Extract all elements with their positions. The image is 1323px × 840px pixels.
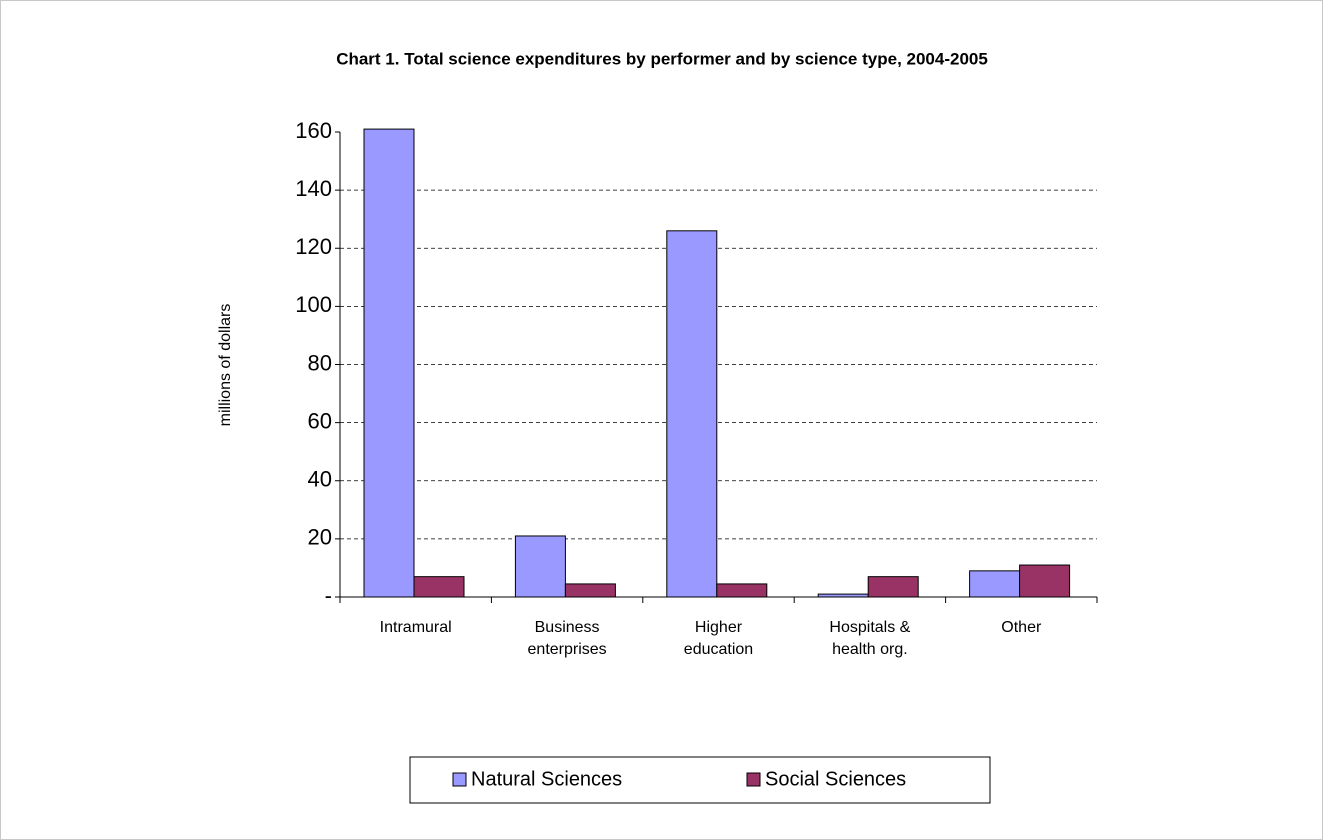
bar bbox=[666, 230, 718, 598]
x-tick-label: Hospitals & health org. bbox=[829, 619, 911, 658]
y-tick-label: 100 bbox=[295, 292, 332, 317]
bar bbox=[363, 128, 415, 598]
legend-swatch bbox=[452, 772, 467, 787]
y-tick-label: 160 bbox=[295, 118, 332, 143]
bar bbox=[514, 535, 566, 598]
y-tick-label: 20 bbox=[308, 525, 332, 550]
bar bbox=[1019, 564, 1071, 598]
bar bbox=[969, 570, 1021, 598]
y-tick-label: 140 bbox=[295, 176, 332, 201]
y-axis-label: millions of dollars bbox=[217, 304, 234, 427]
legend-box bbox=[409, 756, 991, 804]
y-tick-label: 40 bbox=[308, 467, 332, 492]
bar bbox=[564, 583, 616, 598]
legend-label: Natural Sciences bbox=[471, 768, 622, 790]
y-tick-label: 80 bbox=[308, 350, 332, 375]
y-tick-label: - bbox=[325, 583, 332, 608]
x-tick-label: Intramural bbox=[379, 619, 452, 636]
bar bbox=[867, 576, 919, 598]
x-tick-label: Higher education bbox=[683, 619, 754, 658]
bar bbox=[716, 583, 768, 598]
x-tick-label: Other bbox=[1001, 619, 1042, 636]
bar bbox=[413, 576, 465, 598]
x-tick-label: Business enterprises bbox=[527, 619, 607, 658]
chart-title: Chart 1. Total science expenditures by p… bbox=[336, 49, 988, 68]
y-tick-label: 60 bbox=[308, 408, 332, 433]
legend-label: Social Sciences bbox=[765, 768, 906, 790]
y-tick-label: 120 bbox=[295, 234, 332, 259]
legend-swatch bbox=[746, 772, 761, 787]
